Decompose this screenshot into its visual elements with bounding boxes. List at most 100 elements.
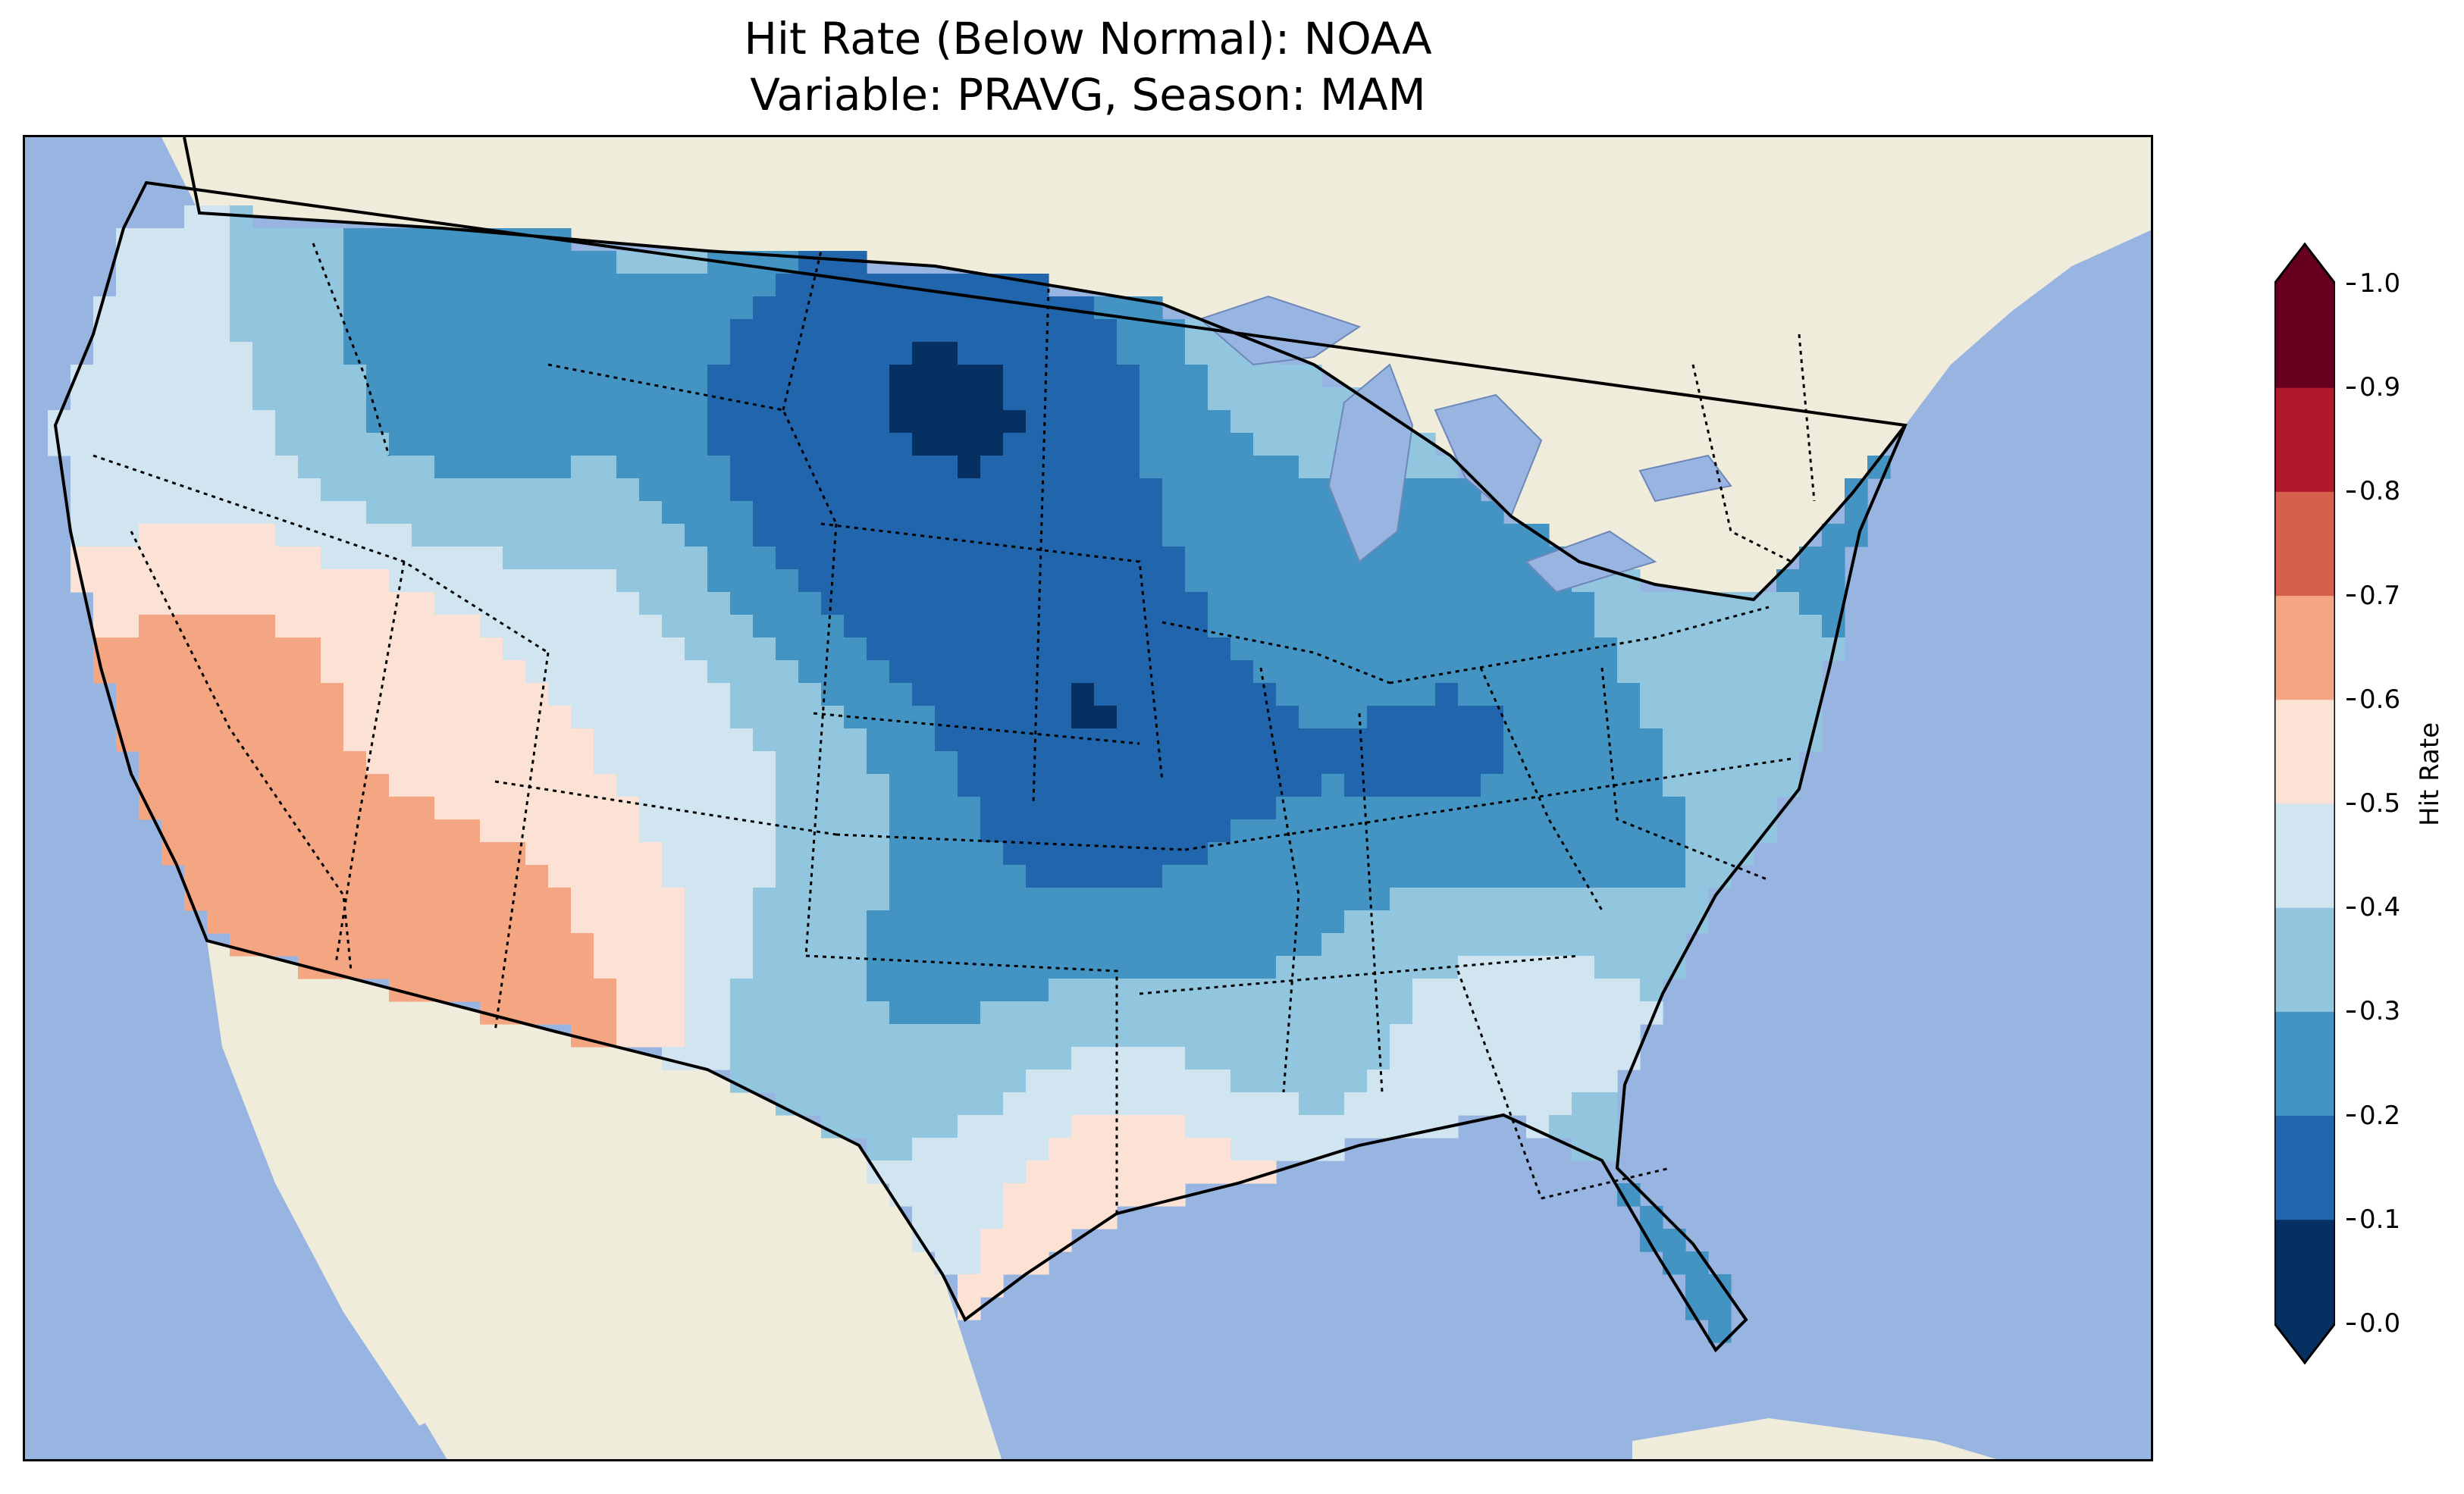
grid-cell bbox=[753, 478, 776, 502]
grid-cell bbox=[1503, 1001, 1527, 1025]
grid-cell bbox=[1640, 683, 1663, 706]
grid-cell bbox=[1140, 956, 1163, 979]
grid-cell bbox=[867, 433, 890, 456]
grid-cell bbox=[912, 1138, 936, 1161]
grid-cell bbox=[1640, 660, 1663, 684]
grid-cell bbox=[1208, 774, 1231, 797]
grid-cell bbox=[1321, 637, 1345, 661]
grid-cell bbox=[1435, 797, 1459, 820]
grid-cell bbox=[230, 615, 253, 638]
grid-cell bbox=[1162, 501, 1186, 525]
grid-cell bbox=[1412, 1070, 1436, 1093]
grid-cell bbox=[343, 547, 367, 570]
grid-cell bbox=[776, 615, 799, 638]
grid-cell bbox=[980, 819, 1004, 843]
state-borders bbox=[92, 243, 1816, 1214]
grid-cell bbox=[1503, 910, 1527, 934]
grid-cell bbox=[594, 637, 617, 661]
grid-cell bbox=[730, 888, 754, 911]
grid-cell bbox=[912, 842, 936, 866]
grid-cell bbox=[1140, 433, 1163, 456]
grid-cell bbox=[480, 637, 503, 661]
grid-cell bbox=[844, 1070, 867, 1093]
grid-cell bbox=[1594, 865, 1618, 888]
grid-cell bbox=[412, 888, 435, 911]
grid-cell bbox=[776, 1092, 799, 1116]
grid-cell bbox=[867, 797, 890, 820]
grid-cell bbox=[844, 888, 867, 911]
grid-cell bbox=[753, 728, 776, 752]
grid-cell bbox=[662, 797, 685, 820]
grid-cell bbox=[389, 956, 412, 979]
grid-cell bbox=[1458, 706, 1481, 729]
grid-cell bbox=[252, 456, 276, 479]
grid-cell bbox=[1367, 1001, 1390, 1025]
grid-cell bbox=[1003, 1183, 1027, 1207]
grid-cell bbox=[366, 410, 390, 434]
grid-cell bbox=[889, 592, 913, 615]
grid-cell bbox=[1344, 1070, 1368, 1093]
grid-cell bbox=[275, 319, 299, 343]
grid-cell bbox=[1572, 637, 1595, 661]
grid-cell bbox=[412, 410, 435, 434]
map-panel[interactable] bbox=[23, 135, 2153, 1461]
grid-cell bbox=[844, 456, 867, 479]
grid-cell bbox=[1731, 728, 1754, 752]
grid-cell bbox=[1071, 592, 1095, 615]
colorbar-tick-mark bbox=[2346, 386, 2356, 389]
grid-cell bbox=[912, 819, 936, 843]
grid-cell bbox=[503, 660, 526, 684]
grid-cell bbox=[707, 433, 731, 456]
grid-cell bbox=[1162, 865, 1186, 888]
grid-cell bbox=[1390, 865, 1413, 888]
grid-cell bbox=[1003, 865, 1027, 888]
grid-cell bbox=[1140, 387, 1163, 411]
grid-cell bbox=[548, 501, 572, 525]
grid-cell bbox=[730, 1047, 754, 1070]
grid-cell bbox=[912, 274, 936, 297]
grid-cell bbox=[230, 592, 253, 615]
grid-cell bbox=[616, 979, 640, 1002]
grid-cell bbox=[1208, 387, 1231, 411]
grid-cell bbox=[753, 910, 776, 934]
grid-cell bbox=[1094, 865, 1118, 888]
grid-cell bbox=[139, 365, 162, 388]
grid-cell bbox=[1776, 728, 1800, 752]
grid-cell bbox=[1049, 979, 1072, 1002]
grid-cell bbox=[480, 728, 503, 752]
grid-cell bbox=[366, 615, 390, 638]
grid-cell bbox=[1117, 615, 1140, 638]
grid-cell bbox=[1367, 842, 1390, 866]
grid-cell bbox=[1117, 979, 1140, 1002]
grid-cell bbox=[389, 615, 412, 638]
grid-cell bbox=[1435, 592, 1459, 615]
grid-cell bbox=[1185, 569, 1208, 593]
grid-cell bbox=[1321, 865, 1345, 888]
grid-cell bbox=[457, 410, 481, 434]
grid-cell bbox=[707, 888, 731, 911]
grid-cell bbox=[1299, 592, 1322, 615]
grid-cell bbox=[1185, 933, 1208, 957]
grid-cell bbox=[1253, 1092, 1277, 1116]
grid-cell bbox=[366, 933, 390, 957]
grid-cell bbox=[571, 728, 594, 752]
grid-cell bbox=[116, 660, 140, 684]
grid-cell bbox=[776, 819, 799, 843]
grid-cell bbox=[1299, 979, 1322, 1002]
grid-cell bbox=[776, 865, 799, 888]
grid-cell bbox=[503, 819, 526, 843]
grid-cell bbox=[1185, 728, 1208, 752]
grid-cell bbox=[434, 501, 458, 525]
grid-cell bbox=[412, 728, 435, 752]
grid-cell bbox=[1026, 1070, 1049, 1093]
grid-cell bbox=[1185, 956, 1208, 979]
grid-cell bbox=[867, 888, 890, 911]
grid-cell bbox=[798, 296, 822, 320]
grid-cell bbox=[93, 478, 117, 502]
grid-cell bbox=[1458, 797, 1481, 820]
grid-cell bbox=[685, 637, 708, 661]
grid-cell bbox=[1299, 1047, 1322, 1070]
grid-cell bbox=[457, 979, 481, 1002]
grid-cell bbox=[639, 547, 663, 570]
grid-cell bbox=[230, 910, 253, 934]
